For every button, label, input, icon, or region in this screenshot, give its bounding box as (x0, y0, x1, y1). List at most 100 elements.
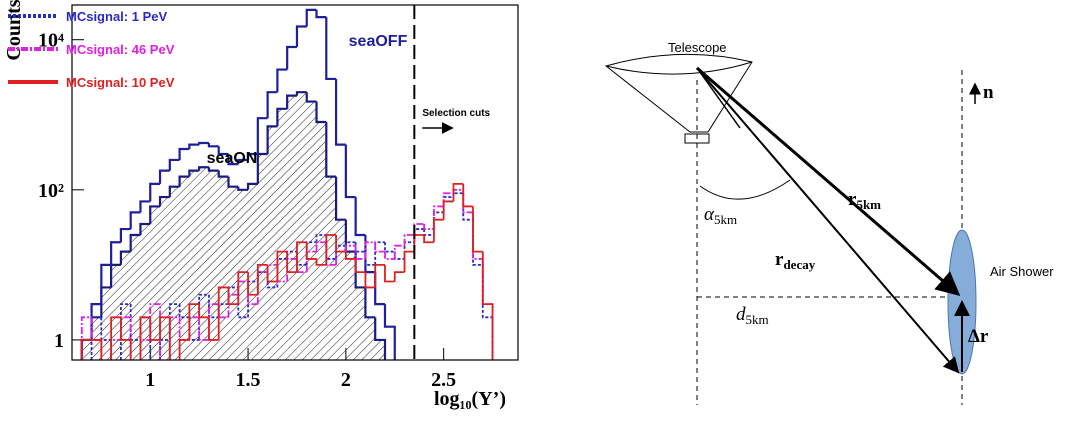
histogram-step (286, 251, 297, 274)
histogram-step (452, 182, 464, 202)
series-label: seaON (207, 150, 258, 167)
histogram-step (364, 241, 376, 259)
histogram-step (432, 218, 444, 243)
histogram-step (110, 263, 121, 288)
angle-arc (699, 179, 791, 200)
histogram-step (178, 339, 190, 360)
hatched-bar (179, 176, 190, 360)
hatched-bar (228, 186, 239, 360)
histogram-step (80, 339, 92, 360)
histogram-step (374, 263, 385, 288)
rdecay-sub: decay (783, 257, 815, 272)
histogram-step (432, 205, 444, 230)
air-shower-label: Air Shower (990, 264, 1054, 279)
histogram-step (188, 303, 200, 340)
histogram-step (120, 303, 131, 360)
histogram-step (364, 251, 376, 266)
histogram-step (305, 8, 317, 27)
histogram-step (403, 241, 415, 259)
histogram-step (462, 189, 474, 214)
hatched-bar (326, 176, 337, 360)
histogram-step (403, 250, 415, 273)
hatched-bar (355, 287, 366, 360)
histogram-step (266, 91, 278, 119)
y-axis-label: Counts (3, 0, 25, 61)
histogram-step (237, 271, 249, 305)
alpha-sub: 5km (714, 212, 737, 227)
plot-frame (71, 4, 519, 361)
normal-label: n (983, 82, 994, 103)
histogram-step (364, 272, 376, 289)
hatched-bar (218, 176, 229, 360)
histogram-step (481, 258, 494, 360)
histogram-step (149, 182, 161, 202)
d5km-label: d5km (736, 304, 769, 327)
histogram-step (442, 200, 454, 220)
legend-label: MCsignal: 1 PeV (66, 9, 167, 24)
histogram-step (325, 122, 337, 178)
histogram-step (334, 78, 346, 146)
histogram-step (295, 25, 307, 47)
histogram-step (393, 271, 405, 282)
histogram-step (344, 251, 356, 260)
histogram-step (481, 264, 494, 360)
histogram-step (374, 242, 385, 253)
histogram-step (198, 166, 209, 171)
histogram-step (276, 107, 288, 127)
x-tick-label: 1.5 (236, 369, 261, 391)
histogram-step (178, 175, 190, 187)
histogram-step (286, 94, 297, 109)
hatched-bar (296, 92, 307, 360)
histogram-step (246, 182, 258, 190)
histogram-step (217, 286, 229, 340)
r5km-main: r (848, 189, 857, 210)
histogram-step (315, 9, 327, 19)
x-tick-label: 2.5 (431, 369, 456, 391)
histogram-step (188, 143, 200, 149)
hatched-bar (306, 101, 317, 361)
histogram-step (119, 227, 131, 243)
histogram-step (91, 339, 103, 360)
histogram-step (139, 316, 151, 360)
legend-label: MCsignal: 46 PeV (66, 42, 175, 57)
rdecay-vector (696, 67, 960, 374)
histogram-step (384, 264, 395, 283)
histogram-step (364, 287, 376, 319)
histogram-step (442, 192, 454, 207)
histogram-step (198, 304, 209, 319)
histogram-step (139, 200, 151, 213)
histogram-step (149, 205, 161, 225)
delta-r-label: Δr (968, 326, 989, 347)
histogram-step (344, 241, 356, 246)
histogram-step (393, 244, 405, 259)
x-tick-label: 1 (145, 369, 155, 391)
y-tick-label: 10⁴ (38, 30, 64, 52)
histogram-step (207, 143, 219, 148)
histogram-step (452, 192, 464, 198)
histogram-step (237, 186, 249, 191)
histogram-step (198, 141, 209, 145)
histogram-step (334, 176, 346, 221)
histogram-step (384, 242, 395, 253)
rdecay-main: r (775, 249, 784, 270)
diagram (604, 53, 981, 405)
histogram-step (442, 196, 454, 213)
histogram-step (276, 258, 288, 288)
histogram-step (237, 287, 249, 319)
histogram-step (198, 293, 209, 340)
hatched-bar (267, 126, 278, 360)
histogram-step (305, 242, 317, 260)
histogram-step (158, 195, 170, 207)
histogram-step (432, 211, 444, 235)
hatched-bar (248, 183, 258, 360)
histogram-step (325, 17, 337, 81)
histogram-step (158, 169, 170, 184)
histogram-step (227, 154, 239, 166)
series-label: seaOFF (349, 33, 408, 50)
histogram-step (481, 251, 494, 360)
y-tick-label: 10² (38, 180, 64, 202)
histogram-step (168, 158, 180, 171)
histogram-step (256, 117, 268, 155)
histogram-step (178, 147, 190, 160)
histogram-step (256, 263, 268, 295)
